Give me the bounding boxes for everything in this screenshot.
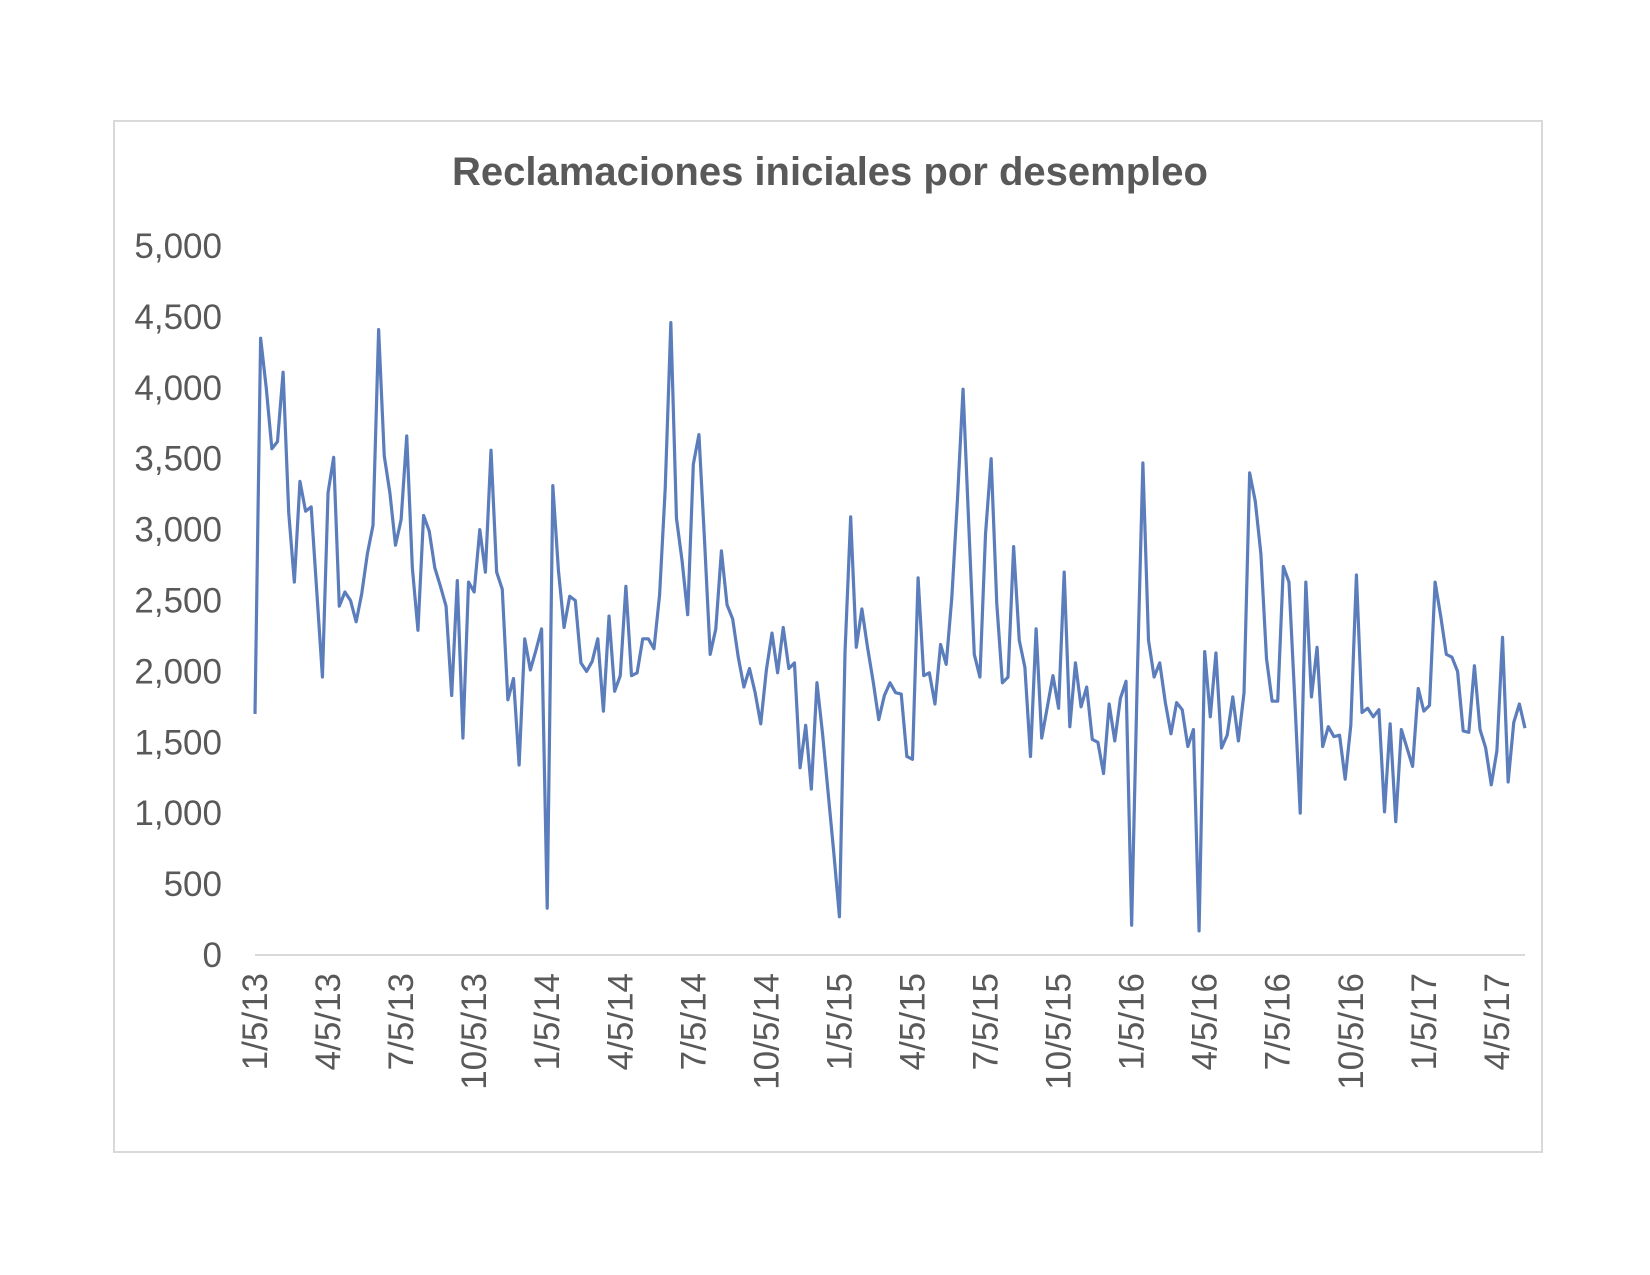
x-tick-label: 7/5/14 bbox=[674, 973, 713, 1070]
chart-area: Reclamaciones iniciales por desempleo 0 5… bbox=[113, 120, 1543, 1153]
y-tick-label: 0 bbox=[203, 936, 222, 975]
x-tick-label: 7/5/15 bbox=[967, 973, 1006, 1070]
x-tick-label: 7/5/13 bbox=[382, 973, 421, 1070]
x-tick-label: 4/5/17 bbox=[1478, 973, 1517, 1070]
x-tick-label: 4/5/15 bbox=[893, 973, 932, 1070]
x-tick-label: 10/5/15 bbox=[1040, 973, 1079, 1090]
y-tick-label: 2,000 bbox=[134, 652, 222, 691]
x-tick-label: 7/5/16 bbox=[1259, 973, 1298, 1070]
x-tick-label: 10/5/16 bbox=[1332, 973, 1371, 1090]
series-line bbox=[253, 320, 1527, 933]
y-tick-label: 4,500 bbox=[134, 298, 222, 337]
x-tick-label: 10/5/13 bbox=[455, 973, 494, 1090]
y-tick-label: 500 bbox=[164, 865, 222, 904]
x-tick-label: 1/5/13 bbox=[236, 973, 275, 1070]
x-tick-label: 1/5/17 bbox=[1405, 973, 1444, 1070]
y-tick-label: 3,000 bbox=[134, 511, 222, 550]
x-tick-label: 10/5/14 bbox=[747, 973, 786, 1090]
y-tick-label: 4,000 bbox=[134, 369, 222, 408]
chart-title: Reclamaciones iniciales por desempleo bbox=[452, 150, 1208, 194]
x-tick-label: 4/5/14 bbox=[601, 973, 640, 1070]
series-group bbox=[253, 320, 1527, 933]
x-tick-label: 4/5/13 bbox=[309, 973, 348, 1070]
x-tick-label: 1/5/16 bbox=[1113, 973, 1152, 1070]
y-tick-label: 5,000 bbox=[134, 227, 222, 266]
y-tick-label: 3,500 bbox=[134, 440, 222, 479]
x-tick-label: 4/5/16 bbox=[1186, 973, 1225, 1070]
y-tick-label: 2,500 bbox=[134, 582, 222, 621]
x-tick-label: 1/5/14 bbox=[528, 973, 567, 1070]
x-axis-ticks: 1/5/13 4/5/13 7/5/13 10/5/13 1/5/14 4/5/14 7/5… bbox=[236, 973, 1517, 1090]
y-axis-ticks: 0 500 1,000 1,500 2,000 2,500 3,000 3,500 4,000 4… bbox=[134, 227, 222, 975]
y-tick-label: 1,500 bbox=[134, 723, 222, 762]
y-tick-label: 1,000 bbox=[134, 794, 222, 833]
line-chart: Reclamaciones iniciales por desempleo 0 5… bbox=[134, 150, 1527, 1090]
x-tick-label: 1/5/15 bbox=[820, 973, 859, 1070]
